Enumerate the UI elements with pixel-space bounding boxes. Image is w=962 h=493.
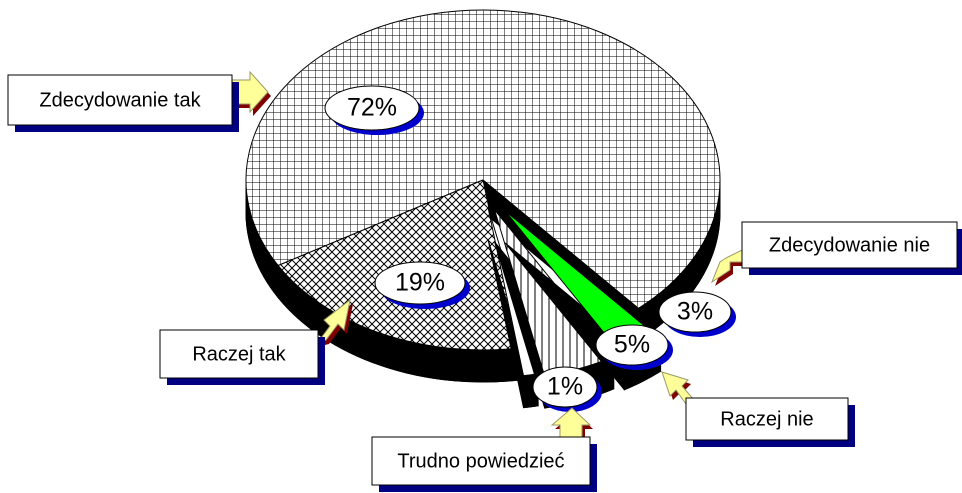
callout-box bbox=[371, 436, 591, 486]
value-label: 1% bbox=[547, 373, 583, 401]
value-label-bg bbox=[658, 291, 732, 333]
category-label: Raczej tak bbox=[192, 343, 286, 365]
callout-box bbox=[159, 329, 319, 379]
callout-box bbox=[7, 74, 233, 126]
category-label: Raczej nie bbox=[720, 408, 813, 430]
callout-arrow bbox=[550, 407, 592, 438]
value-label-bg bbox=[595, 324, 669, 366]
value-label-bg bbox=[324, 85, 420, 131]
callout-box bbox=[685, 397, 849, 441]
value-label: 19% bbox=[395, 269, 445, 297]
slice-top bbox=[245, 9, 721, 309]
category-label: Zdecydowanie tak bbox=[39, 89, 201, 111]
value-label: 3% bbox=[677, 298, 713, 326]
value-label-bg bbox=[374, 261, 466, 305]
category-label: Zdecydowanie nie bbox=[769, 234, 930, 256]
category-label: Trudno powiedzieć bbox=[397, 450, 564, 472]
callout-arrow bbox=[710, 249, 743, 284]
value-label: 5% bbox=[614, 331, 650, 359]
callout-box bbox=[741, 221, 958, 269]
value-label: 72% bbox=[347, 94, 397, 122]
value-label-bg bbox=[532, 366, 598, 408]
callout-arrow bbox=[316, 298, 351, 343]
